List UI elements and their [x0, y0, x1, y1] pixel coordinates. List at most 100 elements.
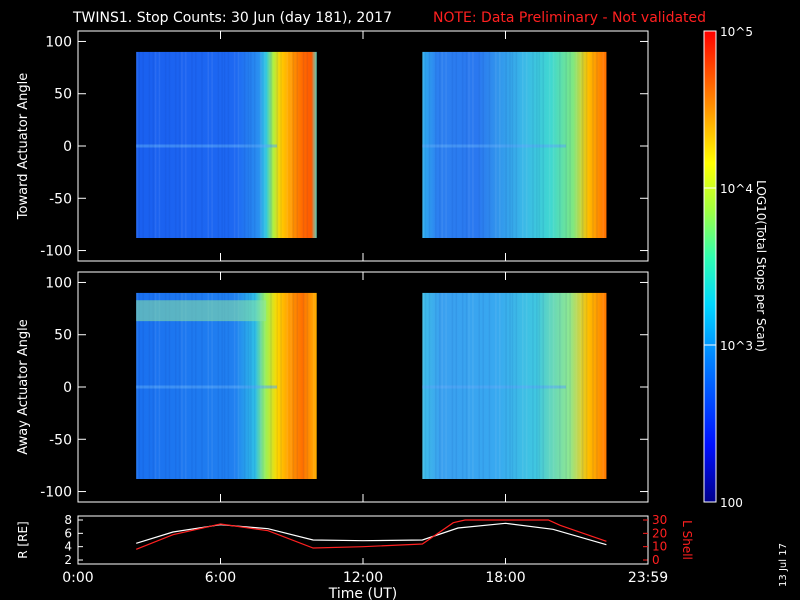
- heatmap-streak: [260, 51, 262, 239]
- heatmap-streak: [185, 51, 187, 239]
- heatmap-streak: [438, 292, 441, 479]
- heatmap-streak: [227, 51, 230, 239]
- heatmap-streak: [515, 51, 518, 239]
- heatmap-streak: [472, 292, 474, 479]
- heatmap-streak: [505, 292, 507, 479]
- heatmap-streak: [579, 292, 582, 479]
- y-tick-label: -50: [49, 432, 72, 448]
- heatmap-zero-band: [136, 385, 277, 389]
- heatmap-streak: [250, 292, 252, 479]
- panel-orbit-frame: [77, 515, 649, 565]
- ylabel-away: Away Actuator Angle: [16, 319, 31, 454]
- heatmap-streak: [201, 51, 203, 239]
- heatmap-streak: [211, 51, 213, 239]
- heatmap-streak: [582, 51, 584, 239]
- heatmap-streak: [602, 292, 605, 479]
- heatmap-zero-band: [422, 144, 566, 148]
- heatmap-streak: [306, 292, 309, 479]
- y-tick-label: -100: [40, 485, 72, 501]
- heatmap-streak: [438, 51, 441, 239]
- heatmap-streak: [154, 292, 157, 479]
- heatmap-streak: [286, 51, 289, 239]
- heatmap-streak: [422, 292, 424, 479]
- heatmap-streak: [552, 292, 555, 479]
- heatmap-streak: [237, 51, 240, 239]
- series-lshell-line: [135, 519, 607, 550]
- heatmap-streak: [174, 292, 177, 479]
- panel-toward-heatmap: [136, 51, 607, 239]
- heatmap-streak: [579, 51, 582, 239]
- heatmap-streak: [286, 292, 289, 479]
- heatmap-streak: [168, 292, 171, 479]
- heatmap-streak: [424, 292, 427, 479]
- heatmap-streak: [482, 292, 484, 479]
- y-tick-label: 100: [45, 34, 72, 50]
- heatmap-streak: [270, 51, 272, 239]
- heatmap-streak: [602, 51, 605, 239]
- heatmap-high-band: [136, 300, 267, 322]
- heatmap-streak: [585, 292, 588, 479]
- heatmap-streak: [223, 51, 226, 239]
- y-tick-label: 4: [64, 540, 72, 554]
- heatmap-zero-band: [136, 144, 277, 148]
- heatmap-streak: [569, 292, 571, 479]
- heatmap-streak: [195, 292, 197, 479]
- heatmap-streak: [521, 292, 524, 479]
- heatmap-streak: [596, 51, 598, 239]
- heatmap-streak: [565, 51, 567, 239]
- heatmap-streak: [164, 51, 167, 239]
- colorbar-tick-label: 100: [720, 496, 743, 510]
- heatmap-streak: [292, 51, 295, 239]
- panel-away-heatmap: [136, 292, 607, 479]
- heatmap-streak: [478, 51, 481, 239]
- ylabel-radius: R [RE]: [16, 521, 30, 558]
- heatmap-streak: [532, 51, 534, 239]
- heatmap-streak: [191, 51, 193, 239]
- heatmap-streak: [445, 292, 447, 479]
- heatmap-streak: [154, 51, 157, 239]
- heatmap-streak: [451, 292, 454, 479]
- heatmap-streak: [136, 51, 138, 239]
- y-tick-label: -50: [49, 191, 72, 207]
- heatmap-streak: [468, 51, 470, 239]
- heatmap-streak: [264, 292, 266, 479]
- x-tick-label: 0:00: [62, 570, 93, 586]
- heatmap-streak: [152, 51, 154, 239]
- heatmap-streak: [280, 51, 282, 239]
- heatmap-streak: [138, 292, 141, 479]
- heatmap-streak: [142, 51, 144, 239]
- heatmap-streak: [536, 292, 538, 479]
- y-tick-label: 8: [64, 513, 72, 527]
- heatmap-streak: [495, 51, 497, 239]
- heatmap-streak: [532, 292, 534, 479]
- heatmap-streak: [596, 292, 598, 479]
- heatmap-streak: [468, 292, 470, 479]
- x-tick-label: 12:00: [343, 570, 383, 586]
- heatmap-streak: [559, 51, 561, 239]
- y-tick-label: 50: [54, 328, 72, 344]
- heatmap-streak: [525, 292, 528, 479]
- y-tick-label: 2: [64, 553, 72, 567]
- y-tick-label-right: 0: [652, 553, 660, 567]
- heatmap-streak: [552, 51, 555, 239]
- heatmap-streak: [185, 292, 187, 479]
- heatmap-streak: [424, 51, 427, 239]
- colorbar-tick-label: 10^3: [720, 339, 753, 353]
- heatmap-streak: [181, 51, 183, 239]
- heatmap-streak: [253, 292, 256, 479]
- y-tick-label: 0: [63, 139, 72, 155]
- y-tick-label-right: 30: [652, 513, 667, 527]
- heatmap-streak: [569, 51, 571, 239]
- heatmap-streak: [233, 51, 236, 239]
- heatmap-streak: [312, 51, 315, 239]
- heatmap-streak: [237, 292, 240, 479]
- heatmap-streak: [542, 292, 544, 479]
- colorbar-label: LOG10(Total Stops per Scan): [754, 180, 768, 352]
- heatmap-streak: [306, 51, 309, 239]
- heatmap-streak: [488, 292, 491, 479]
- heatmap-streak: [302, 51, 305, 239]
- heatmap-streak: [525, 51, 528, 239]
- heatmap-streak: [164, 292, 167, 479]
- heatmap-streak: [168, 51, 171, 239]
